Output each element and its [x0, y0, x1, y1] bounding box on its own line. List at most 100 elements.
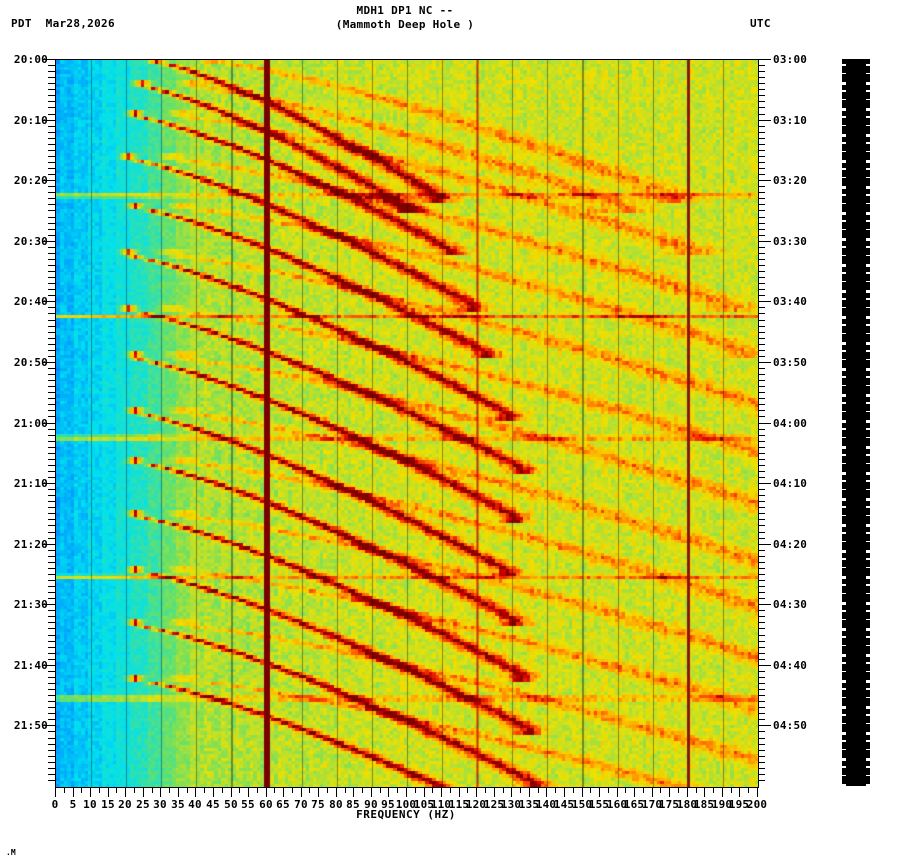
time-tick-minor-right	[758, 556, 765, 557]
time-tick-minor-left	[48, 507, 55, 508]
time-tick-minor-left	[48, 447, 55, 448]
time-tick-minor-right	[758, 653, 765, 654]
time-tick-minor-right	[758, 289, 765, 290]
time-tick-minor-left	[48, 198, 55, 199]
time-tick-minor-right	[758, 495, 765, 496]
time-tick-minor-right	[758, 477, 765, 478]
time-tick-minor-left	[48, 695, 55, 696]
time-tick-minor-right	[758, 198, 765, 199]
freq-tick-label: 105	[413, 798, 435, 811]
time-tick-minor-right	[758, 295, 765, 296]
time-tick-minor-left	[48, 489, 55, 490]
freq-tick-major	[511, 788, 512, 797]
time-tick-minor-right	[758, 204, 765, 205]
freq-tick-minor	[713, 788, 714, 793]
time-tick-minor-left	[48, 235, 55, 236]
freq-tick-label: 195	[728, 798, 750, 811]
time-tick-minor-left	[48, 774, 55, 775]
time-tick-major-right	[758, 725, 771, 726]
time-label-local: 21:20	[13, 537, 48, 551]
freq-tick-major	[617, 788, 618, 797]
freq-tick-minor	[152, 788, 153, 793]
time-tick-minor-left	[48, 326, 55, 327]
freq-tick-major	[160, 788, 161, 797]
freq-tick-label: 100	[395, 798, 417, 811]
spectrogram-canvas	[56, 60, 758, 787]
freq-tick-major	[213, 788, 214, 797]
time-tick-minor-right	[758, 695, 765, 696]
time-tick-minor-right	[758, 689, 765, 690]
time-tick-minor-right	[758, 519, 765, 520]
time-label-local: 20:00	[13, 53, 48, 66]
time-tick-minor-left	[48, 114, 55, 115]
freq-tick-label: 85	[346, 798, 360, 811]
time-tick-minor-right	[758, 271, 765, 272]
time-tick-minor-left	[48, 126, 55, 127]
freq-tick-minor	[99, 788, 100, 793]
time-tick-major-left	[42, 301, 55, 302]
freq-tick-label: 45	[206, 798, 220, 811]
time-tick-minor-left	[48, 586, 55, 587]
time-tick-minor-right	[758, 217, 765, 218]
time-tick-minor-right	[758, 174, 765, 175]
time-tick-minor-left	[48, 622, 55, 623]
freq-tick-major	[669, 788, 670, 797]
time-tick-minor-left	[48, 683, 55, 684]
time-label-utc: 04:30	[773, 598, 808, 612]
time-tick-minor-left	[48, 344, 55, 345]
time-tick-minor-right	[758, 229, 765, 230]
time-tick-minor-right	[758, 368, 765, 369]
freq-tick-minor	[204, 788, 205, 793]
time-tick-minor-right	[758, 635, 765, 636]
time-tick-major-right	[758, 59, 771, 60]
time-tick-minor-left	[48, 671, 55, 672]
time-tick-minor-left	[48, 65, 55, 66]
time-tick-minor-right	[758, 598, 765, 599]
freq-tick-label: 75	[311, 798, 325, 811]
freq-tick-label: 175	[658, 798, 680, 811]
time-tick-minor-left	[48, 186, 55, 187]
freq-tick-label: 170	[641, 798, 663, 811]
time-tick-major-right	[758, 180, 771, 181]
freq-tick-minor	[327, 788, 328, 793]
time-tick-minor-right	[758, 392, 765, 393]
time-tick-major-right	[758, 423, 771, 424]
time-tick-minor-right	[758, 780, 765, 781]
freq-tick-minor	[309, 788, 310, 793]
time-tick-minor-left	[48, 313, 55, 314]
time-label-utc: 04:00	[773, 416, 808, 430]
time-tick-minor-left	[48, 701, 55, 702]
time-tick-minor-left	[48, 471, 55, 472]
time-tick-minor-right	[758, 622, 765, 623]
time-tick-minor-right	[758, 356, 765, 357]
time-tick-minor-right	[758, 562, 765, 563]
spectrogram-plot-area[interactable]	[55, 59, 759, 788]
time-tick-minor-left	[48, 719, 55, 720]
time-tick-minor-right	[758, 95, 765, 96]
time-tick-minor-left	[48, 162, 55, 163]
plot-title: MDH1 DP1 NC -- (Mammoth Deep Hole )	[0, 4, 810, 32]
time-label-utc: 04:10	[773, 477, 808, 491]
time-tick-minor-right	[758, 210, 765, 211]
time-tick-minor-right	[758, 713, 765, 714]
time-tick-minor-left	[48, 247, 55, 248]
freq-tick-minor	[678, 788, 679, 793]
time-tick-minor-right	[758, 628, 765, 629]
freq-tick-major	[739, 788, 740, 797]
freq-tick-major	[687, 788, 688, 797]
time-tick-minor-left	[48, 574, 55, 575]
time-tick-major-left	[42, 241, 55, 242]
time-tick-minor-left	[48, 271, 55, 272]
freq-tick-minor	[555, 788, 556, 793]
time-tick-minor-left	[48, 392, 55, 393]
time-tick-minor-right	[758, 731, 765, 732]
corner-mark: .M	[6, 848, 16, 857]
time-tick-minor-right	[758, 641, 765, 642]
time-tick-minor-right	[758, 738, 765, 739]
freq-tick-major	[178, 788, 179, 797]
time-tick-minor-left	[48, 307, 55, 308]
time-tick-minor-left	[48, 204, 55, 205]
time-tick-minor-right	[758, 774, 765, 775]
freq-tick-minor	[625, 788, 626, 793]
freq-tick-major	[336, 788, 337, 797]
